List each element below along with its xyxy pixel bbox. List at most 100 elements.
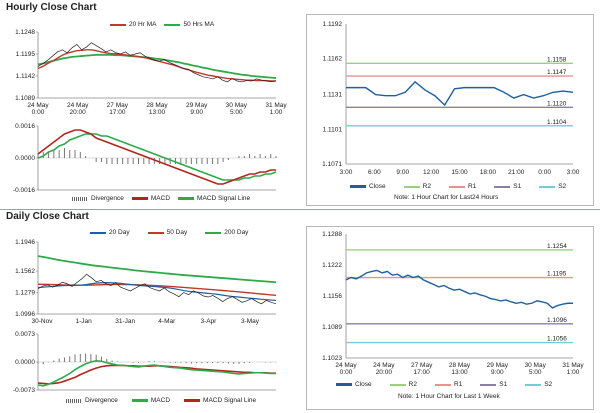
legend-item-macd: MACD	[131, 195, 170, 202]
legend-item-s1: S1	[494, 183, 521, 190]
hourly-macd-chart: 0.0016 0.0000 -0.0016	[0, 122, 290, 194]
legend-item-signal: MACD Signal Line	[178, 195, 250, 202]
x-tick-label: 30 May	[226, 102, 248, 109]
x-tick-label: 31 May	[265, 102, 287, 109]
legend-item-divergence: Divergence	[72, 195, 124, 202]
y-tick-label: -0.0016	[13, 187, 35, 194]
series-ma200	[37, 255, 277, 284]
level-label-s1: 1.1096	[547, 317, 567, 324]
x-tick-label: 17:00	[109, 109, 126, 116]
hourly-main-chart: 1.1248 1.1195 1.1142 1.1089 24 May 0:00 24 May…	[0, 29, 290, 118]
hourly-right-legend: Close R2 R1 S1 S2	[350, 183, 574, 190]
level-label-r1: 1.1147	[547, 69, 567, 76]
x-tick-label: 4-Mar	[158, 318, 176, 325]
x-tick-label: 13:00	[451, 369, 468, 376]
legend-item-50day: 50 Day	[147, 229, 187, 236]
x-tick-label: 3:00	[340, 169, 353, 176]
y-tick-label: 1.1279	[15, 290, 35, 297]
y-tick-label: 1.1222	[322, 262, 342, 269]
x-tick-label: 5:00	[230, 109, 243, 116]
hourly-section-title: Hourly Close Chart	[6, 2, 97, 13]
series-close	[37, 273, 277, 305]
hourly-right-note: Note: 1 Hour Chart for Last24 Hours	[394, 194, 499, 201]
daily-main-legend: 20 Day 50 Day 200 Day	[90, 229, 256, 236]
y-tick-label: 1.1562	[15, 268, 35, 275]
series-ma20	[37, 282, 277, 302]
x-tick-label: 17:00	[414, 369, 431, 376]
hourly-right-chart-frame	[306, 14, 594, 206]
x-tick-label: 1:00	[270, 109, 283, 116]
x-tick-label: 27 May	[107, 102, 129, 109]
x-tick-label: 27 May	[411, 362, 433, 369]
daily-right-chart: 1.1288 1.1222 1.1156 1.1089 1.1023 1.1254 1.11…	[306, 226, 594, 380]
x-tick-label: 21:00	[508, 169, 525, 176]
legend-item-200day: 200 Day	[205, 229, 248, 236]
y-tick-label: -0.0073	[13, 387, 35, 394]
legend-item-r2: R2	[403, 183, 431, 190]
x-tick-label: 31 May	[562, 362, 584, 369]
y-tick-label: 0.0073	[15, 331, 35, 338]
y-tick-label: 1.0996	[15, 311, 35, 318]
daily-macd-chart-svg: 0.0073 0.0000 -0.0073	[13, 331, 277, 394]
x-tick-label: 31-Jan	[115, 318, 135, 325]
y-tick-label: 0.0000	[15, 155, 35, 162]
series-ma50	[37, 53, 277, 79]
level-label-r2: 1.1254	[547, 243, 567, 250]
section-separator	[0, 209, 600, 210]
legend-item-ma50: 50 Hrs MA	[164, 21, 214, 28]
series-close	[345, 269, 573, 309]
legend-item-s2: S2	[525, 381, 552, 388]
y-tick-label: 1.1142	[16, 73, 36, 80]
x-tick-label: 15:00	[451, 169, 468, 176]
legend-item-ma20: 20 Hr MA	[110, 21, 156, 28]
series-close	[346, 80, 574, 107]
x-tick-label: 3-Apr	[200, 318, 217, 325]
y-tick-label: 0.0016	[15, 123, 35, 130]
legend-item-close: Close	[336, 381, 372, 388]
daily-main-chart: 1.1946 1.1562 1.1279 1.0996 30-Nov 1-Jan 31-Ja…	[0, 238, 290, 330]
x-tick-label: 29 May	[186, 102, 208, 109]
legend-item-r1: R1	[448, 183, 476, 190]
hourly-right-chart: 1.1192 1.1162 1.1131 1.1101 1.1071 1.1158 1.11…	[306, 14, 594, 179]
x-tick-label: 13:00	[149, 109, 166, 116]
x-tick-label: 12:00	[423, 169, 440, 176]
legend-item-20day: 20 Day	[90, 229, 130, 236]
x-tick-label: 1:00	[567, 369, 580, 376]
hourly-macd-chart-svg: 0.0016 0.0000 -0.0016	[13, 123, 277, 194]
x-tick-label: 0:00	[538, 169, 551, 176]
y-tick-label: 1.1089	[322, 324, 342, 331]
hourly-main-legend: 20 Hr MA 50 Hrs MA	[110, 21, 222, 28]
hourly-right-chart-svg: 1.1192 1.1162 1.1131 1.1101 1.1071 1.1158 1.11…	[322, 21, 580, 176]
series-close	[37, 42, 277, 83]
y-tick-label: 1.1156	[323, 293, 343, 300]
x-tick-label: 28 May	[146, 102, 168, 109]
series-macd	[37, 360, 276, 387]
daily-right-chart-svg: 1.1288 1.1222 1.1156 1.1089 1.1023 1.1254 1.11…	[322, 231, 584, 376]
x-tick-label: 9:00	[491, 369, 504, 376]
y-tick-label: 1.1089	[15, 95, 35, 102]
series-signal	[37, 364, 276, 385]
legend-item-s2: S2	[539, 183, 566, 190]
legend-item-s1: S1	[480, 381, 507, 388]
x-tick-label: 29 May	[487, 362, 509, 369]
y-tick-label: 1.1131	[323, 92, 343, 99]
daily-macd-legend: Divergence MACD MACD Signal Line	[66, 397, 264, 404]
legend-item-close: Close	[350, 183, 386, 190]
x-tick-label: 20:00	[376, 369, 393, 376]
legend-item-r1: R1	[434, 381, 462, 388]
x-tick-label: 24 May	[67, 102, 89, 109]
legend-item-macd: MACD	[131, 397, 170, 404]
daily-right-chart-frame	[306, 226, 594, 410]
x-tick-label: 24 May	[335, 362, 357, 369]
x-tick-label: 9:00	[190, 109, 203, 116]
x-tick-label: 24 May	[373, 362, 395, 369]
x-tick-label: 20:00	[70, 109, 87, 116]
level-label-r1: 1.1195	[547, 271, 567, 278]
x-tick-label: 18:00	[480, 169, 497, 176]
daily-right-legend: Close R2 R1 S1 S2	[336, 381, 560, 388]
daily-section-title: Daily Close Chart	[6, 211, 89, 222]
y-tick-label: 1.1023	[322, 355, 342, 362]
y-tick-label: 1.1946	[15, 239, 35, 246]
